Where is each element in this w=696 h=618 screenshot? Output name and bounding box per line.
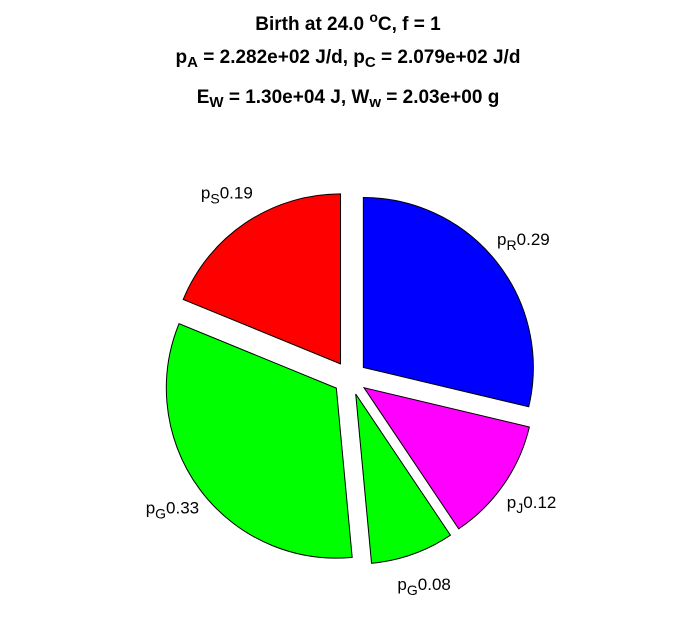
title-segment: = 1.30e+04 J, W bbox=[224, 87, 370, 108]
pie-slice bbox=[362, 386, 530, 530]
title-segment: Birth at 24.0 bbox=[255, 14, 369, 35]
label-value: 0.29 bbox=[517, 230, 550, 249]
label-value: 0.19 bbox=[220, 184, 253, 203]
chart-title: Birth at 24.0 oC, f = 1 bbox=[255, 9, 441, 35]
label-sub: R bbox=[507, 237, 517, 253]
title-segment: = 2.282e+02 J/d, p bbox=[198, 47, 365, 68]
pie-slice bbox=[182, 193, 342, 365]
title-segment: E bbox=[197, 87, 210, 108]
label-base: p bbox=[201, 184, 210, 203]
label-sub: J bbox=[516, 500, 523, 516]
label-value: 0.33 bbox=[166, 499, 199, 518]
slice-label: pG0.33 bbox=[146, 499, 199, 521]
label-sub: S bbox=[210, 190, 219, 206]
label-value: 0.08 bbox=[418, 576, 451, 595]
title-segment: = 2.03e+00 g bbox=[381, 87, 499, 108]
label-sub: G bbox=[155, 505, 166, 521]
slice-label: pG0.08 bbox=[397, 576, 450, 598]
slice-label: pJ0.12 bbox=[507, 493, 557, 515]
label-base: p bbox=[497, 230, 506, 249]
chart-title: EW = 1.30e+04 J, Ww = 2.03e+00 g bbox=[197, 87, 500, 111]
label-base: p bbox=[397, 576, 406, 595]
pie-slice bbox=[165, 323, 353, 559]
slice-label: pS0.19 bbox=[201, 184, 253, 206]
title-segment: C bbox=[365, 54, 376, 71]
label-base: p bbox=[507, 493, 516, 512]
title-segment: w bbox=[368, 94, 381, 111]
pie-slice bbox=[362, 196, 534, 408]
title-segment: C, f = 1 bbox=[378, 14, 441, 35]
title-segment: p bbox=[176, 47, 188, 68]
label-value: 0.12 bbox=[523, 493, 556, 512]
pie-slice bbox=[355, 393, 452, 564]
label-base: p bbox=[146, 499, 155, 518]
slice-label: pR0.29 bbox=[497, 230, 550, 252]
label-sub: G bbox=[407, 582, 418, 598]
title-segment: W bbox=[209, 94, 224, 111]
title-segment: = 2.079e+02 J/d bbox=[376, 47, 521, 68]
title-segment: A bbox=[187, 54, 198, 71]
chart-title: pA = 2.282e+02 J/d, pC = 2.079e+02 J/d bbox=[176, 47, 521, 71]
title-segment: o bbox=[369, 9, 378, 25]
